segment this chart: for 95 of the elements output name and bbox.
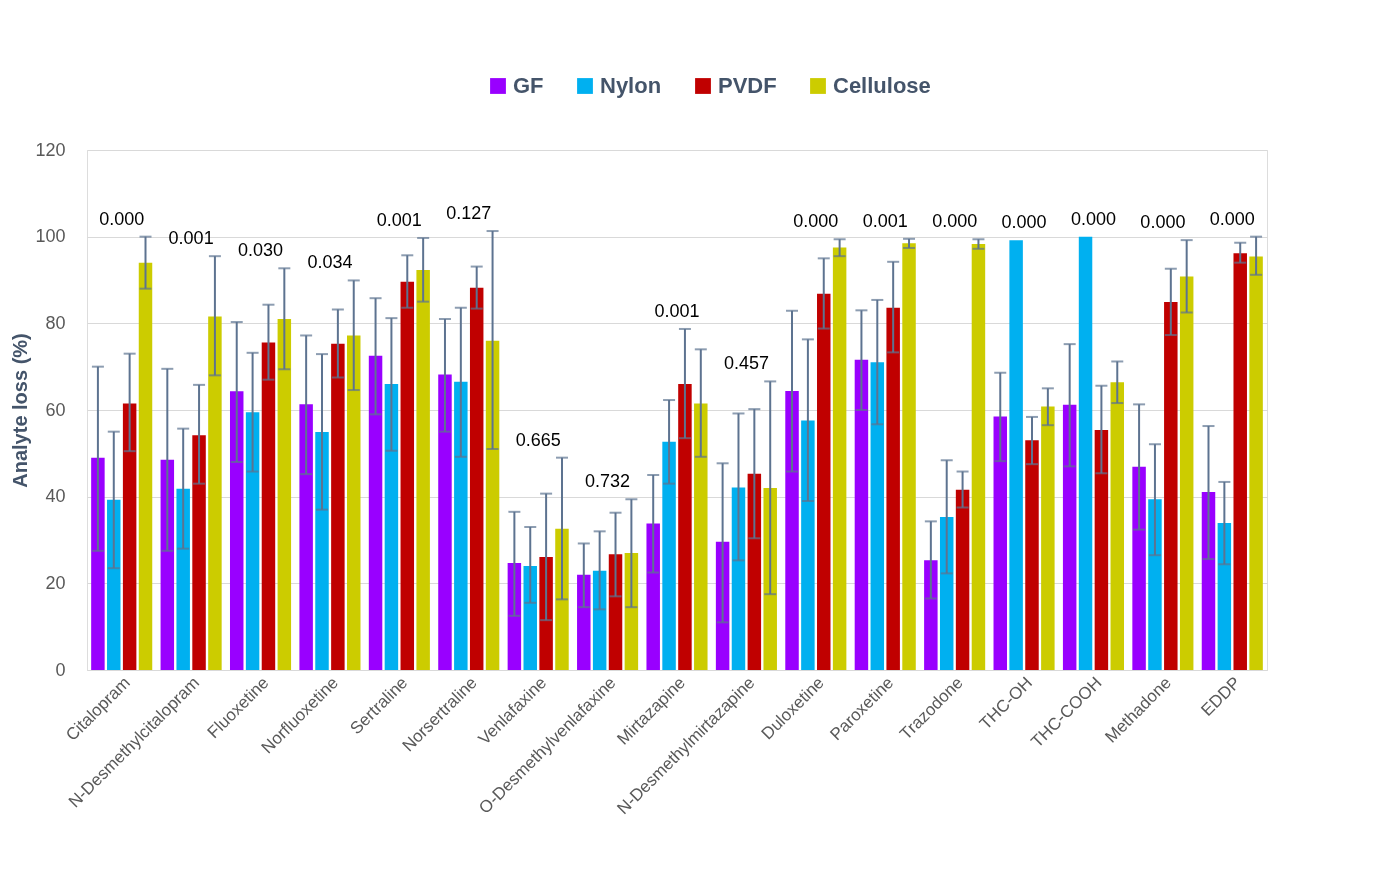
bar: [347, 335, 361, 670]
annotation: 0.000: [1209, 208, 1255, 229]
bar: [1179, 276, 1194, 670]
bar: [592, 570, 607, 670]
legend-label: Nylon: [600, 73, 662, 98]
annotation: 0.457: [723, 353, 769, 374]
bar: [299, 404, 313, 670]
bar: [678, 384, 692, 670]
annotation: 0.732: [585, 471, 631, 492]
bar: [507, 562, 522, 670]
bar: [261, 342, 276, 670]
bar: [577, 574, 591, 670]
annotation: 0.001: [168, 228, 214, 249]
bar: [715, 541, 730, 670]
bar: [160, 459, 175, 670]
bar: [747, 473, 762, 670]
annotation: 0.665: [515, 429, 561, 450]
bar: [400, 281, 415, 670]
bar: [277, 319, 292, 670]
bar: [886, 307, 900, 670]
annotation: 0.000: [1140, 212, 1186, 233]
annotation: 0.001: [654, 300, 700, 321]
bar: [1249, 256, 1263, 670]
bar: [1094, 429, 1109, 670]
bar: [122, 403, 137, 670]
bar: [1148, 499, 1162, 670]
bar: [1041, 406, 1055, 670]
bar: [1025, 440, 1039, 670]
bar: [870, 362, 885, 670]
bar: [555, 528, 569, 670]
bar: [485, 340, 500, 670]
bar: [608, 554, 623, 670]
bar: [454, 381, 468, 670]
annotation: 0.001: [376, 209, 422, 230]
bar: [801, 420, 815, 670]
y-tick-label: 20: [45, 572, 66, 593]
y-axis-title: Analyte loss (%): [9, 333, 32, 488]
bar: [1009, 240, 1023, 670]
y-tick-label: 40: [45, 486, 66, 507]
bar: [939, 517, 954, 670]
annotation: 0.001: [862, 210, 908, 231]
bar: [1164, 302, 1178, 670]
bar: [315, 432, 329, 670]
bar: [971, 244, 986, 670]
annotation: 0.000: [932, 211, 978, 232]
y-tick-label: 100: [35, 226, 66, 247]
bar: [1062, 404, 1077, 670]
bar: [1132, 466, 1146, 670]
bar: [955, 489, 970, 670]
bar: [1233, 253, 1247, 670]
bar: [1201, 491, 1216, 670]
bar: [902, 243, 916, 670]
bar: [416, 270, 430, 670]
bar: [469, 287, 484, 670]
bar: [384, 384, 399, 670]
annotation: 0.030: [238, 240, 284, 261]
bar: [624, 553, 639, 670]
bar: [731, 487, 746, 670]
bar: [91, 457, 105, 670]
bar: [817, 293, 831, 670]
bar: [854, 359, 869, 670]
annotation: 0.127: [446, 203, 492, 224]
bar: [694, 403, 708, 670]
bar: [832, 247, 847, 670]
y-tick-label: 80: [45, 312, 66, 333]
annotation: 0.034: [307, 252, 353, 273]
annotation: 0.000: [99, 208, 145, 229]
bar: [245, 412, 260, 670]
bar: [208, 316, 222, 670]
bar: [229, 391, 244, 670]
bar: [523, 566, 537, 670]
bar: [1217, 523, 1232, 670]
bar: [331, 343, 345, 670]
bar: [646, 523, 660, 670]
bar: [438, 374, 452, 670]
legend-label: Cellulose: [833, 73, 931, 98]
annotation: 0.000: [1070, 208, 1116, 229]
y-tick-label: 0: [55, 659, 66, 680]
bar: [1110, 382, 1125, 670]
bar: [192, 435, 206, 670]
legend-label: GF: [513, 73, 544, 98]
bar: [993, 416, 1007, 670]
bar: [662, 441, 676, 670]
bar: [107, 499, 121, 670]
bar: [1078, 236, 1093, 670]
bar: [138, 262, 153, 670]
bar: [924, 560, 938, 670]
bar: [368, 355, 383, 670]
annotation: 0.000: [793, 211, 839, 232]
legend-label: PVDF: [718, 73, 777, 98]
bar: [176, 488, 190, 670]
bar: [785, 390, 799, 670]
y-tick-label: 120: [35, 139, 66, 160]
annotation: 0.000: [1001, 212, 1047, 233]
y-tick-label: 60: [45, 399, 66, 420]
